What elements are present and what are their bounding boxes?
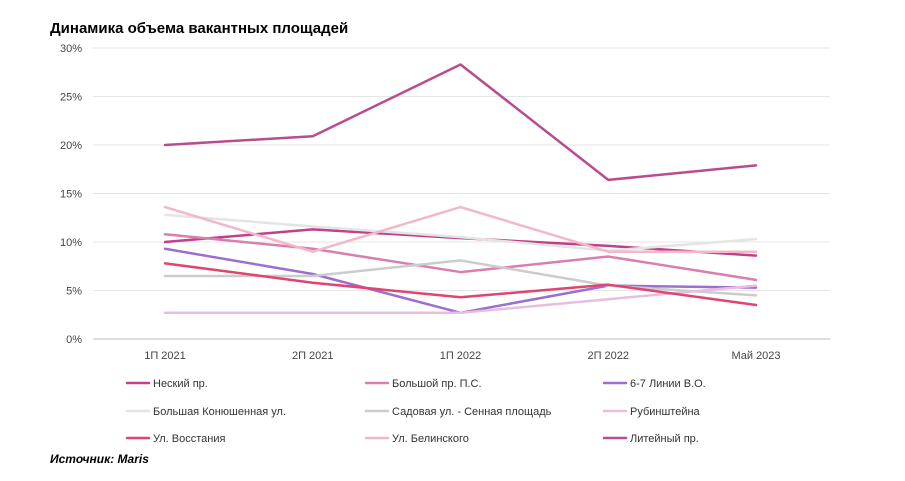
series-line	[163, 213, 758, 252]
x-tick-label: 1П 2022	[440, 350, 482, 362]
legend-label: Литейный пр.	[630, 433, 699, 445]
series-line	[163, 262, 758, 307]
y-tick-label: 25%	[60, 92, 82, 104]
series-lines	[163, 63, 758, 315]
legend-label: Неский пр.	[153, 378, 208, 390]
series-line	[163, 247, 758, 315]
y-tick-label: 30%	[60, 43, 82, 55]
series-line	[163, 205, 758, 253]
source-note: Источник: Maris	[50, 452, 149, 466]
legend-label: Рубинштейна	[630, 406, 701, 418]
x-tick-label: 2П 2022	[587, 350, 629, 362]
x-axis-ticks: 1П 2021 2П 2021 1П 2022 2П 2022 Май 2023	[144, 350, 780, 362]
legend-label: Большой пр. П.С.	[392, 378, 482, 390]
y-tick-label: 0%	[66, 334, 82, 346]
legend-label: Садовая ул. - Сенная площадь	[392, 406, 552, 418]
y-tick-label: 5%	[66, 286, 82, 298]
legend-label: Ул. Белинского	[392, 433, 469, 445]
series-line	[163, 63, 758, 182]
y-tick-label: 20%	[60, 140, 82, 152]
x-tick-label: 1П 2021	[144, 350, 186, 362]
series-line	[163, 284, 758, 315]
y-tick-label: 15%	[60, 189, 82, 201]
grid-lines	[93, 47, 830, 340]
legend-label: 6-7 Линии В.О.	[630, 378, 706, 390]
legend-label: Большая Конюшенная ул.	[153, 406, 286, 418]
x-tick-label: Май 2023	[731, 350, 780, 362]
legend-label: Ул. Восстания	[153, 433, 225, 445]
series-line	[163, 232, 758, 282]
x-tick-label: 2П 2021	[292, 350, 334, 362]
chart-title: Динамика объема вакантных площадей	[50, 20, 349, 37]
y-axis-ticks: 0% 5% 10% 15% 20% 25% 30%	[60, 43, 82, 346]
legend: Неский пр. Большой пр. П.С. 6-7 Линии В.О.…	[125, 378, 706, 445]
y-tick-label: 10%	[60, 237, 82, 249]
